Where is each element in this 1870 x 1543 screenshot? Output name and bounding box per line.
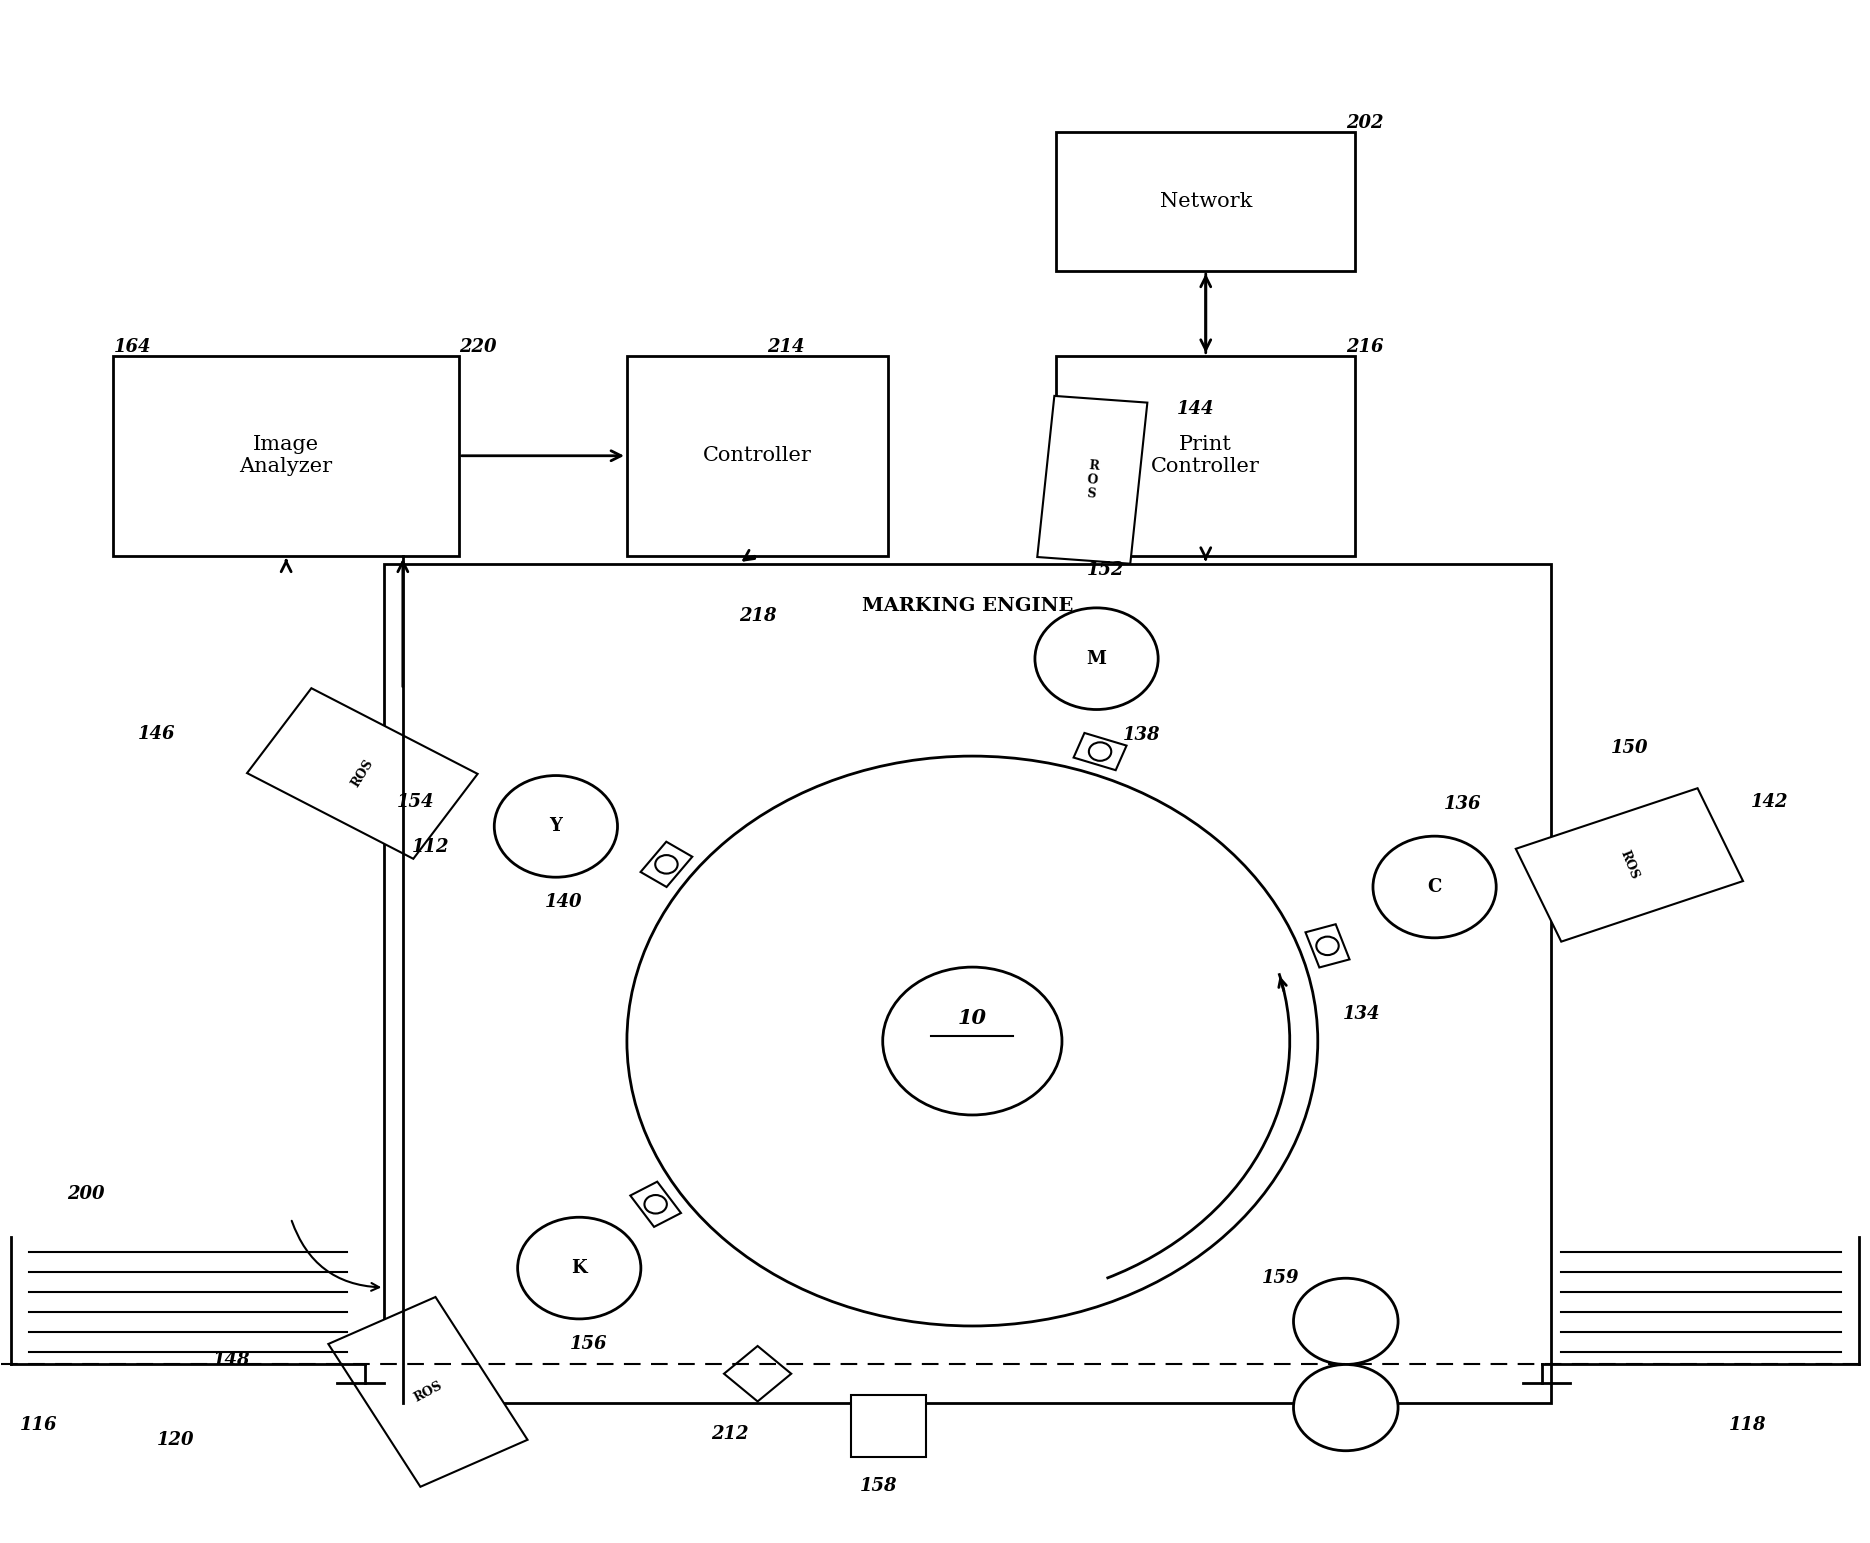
Text: ROS: ROS xyxy=(350,758,376,790)
Text: 154: 154 xyxy=(396,793,434,812)
Text: 159: 159 xyxy=(1262,1270,1300,1287)
Text: R
O
S: R O S xyxy=(1085,458,1100,501)
Text: ROS: ROS xyxy=(411,1379,445,1404)
Text: 212: 212 xyxy=(711,1426,748,1443)
Text: 148: 148 xyxy=(213,1350,251,1369)
Text: 214: 214 xyxy=(767,338,804,355)
Text: 150: 150 xyxy=(1610,739,1647,758)
Text: M: M xyxy=(1086,650,1107,668)
Bar xyxy=(1057,133,1356,272)
Bar xyxy=(1057,355,1356,555)
Polygon shape xyxy=(1517,788,1743,941)
Text: 136: 136 xyxy=(1444,795,1481,813)
Circle shape xyxy=(1294,1278,1399,1364)
Text: 158: 158 xyxy=(860,1477,898,1495)
Circle shape xyxy=(1373,836,1496,938)
Text: 146: 146 xyxy=(138,725,176,742)
Text: 120: 120 xyxy=(157,1432,194,1449)
Text: C: C xyxy=(1427,878,1442,896)
Circle shape xyxy=(494,776,617,878)
Bar xyxy=(626,355,888,555)
Polygon shape xyxy=(1038,397,1148,563)
Text: MARKING ENGINE: MARKING ENGINE xyxy=(862,597,1073,616)
Text: 220: 220 xyxy=(458,338,496,355)
Text: Print
Controller: Print Controller xyxy=(1152,435,1260,477)
Circle shape xyxy=(626,756,1318,1325)
Text: Y: Y xyxy=(550,818,563,835)
Text: 144: 144 xyxy=(1176,400,1214,418)
Polygon shape xyxy=(641,841,692,887)
Text: 140: 140 xyxy=(544,892,583,910)
Text: 138: 138 xyxy=(1122,725,1159,744)
Text: 118: 118 xyxy=(1728,1416,1765,1433)
Polygon shape xyxy=(630,1182,681,1227)
Polygon shape xyxy=(329,1298,527,1487)
Text: K: K xyxy=(572,1259,587,1278)
Text: 152: 152 xyxy=(1086,560,1124,579)
Text: ROS: ROS xyxy=(1618,849,1642,881)
Circle shape xyxy=(1294,1364,1399,1450)
Text: 216: 216 xyxy=(1346,338,1384,355)
Polygon shape xyxy=(1073,733,1126,770)
Polygon shape xyxy=(724,1345,791,1401)
Text: Network: Network xyxy=(1159,193,1251,211)
Text: 116: 116 xyxy=(21,1416,58,1433)
Polygon shape xyxy=(247,688,477,859)
Text: 112: 112 xyxy=(411,838,449,856)
Text: Controller: Controller xyxy=(703,446,812,466)
Text: 142: 142 xyxy=(1750,793,1788,812)
Text: Image
Analyzer: Image Analyzer xyxy=(239,435,333,477)
Bar xyxy=(383,563,1552,1403)
Text: 134: 134 xyxy=(1343,1004,1380,1023)
Circle shape xyxy=(1034,608,1158,710)
Text: 10: 10 xyxy=(957,1008,987,1028)
Circle shape xyxy=(518,1217,641,1319)
Bar xyxy=(114,355,458,555)
Text: 218: 218 xyxy=(739,608,776,625)
Polygon shape xyxy=(1305,924,1350,967)
Text: 156: 156 xyxy=(570,1335,608,1353)
Text: 164: 164 xyxy=(114,338,151,355)
Bar xyxy=(851,1395,926,1457)
Text: 202: 202 xyxy=(1346,114,1384,133)
Circle shape xyxy=(883,967,1062,1116)
Text: 200: 200 xyxy=(67,1185,105,1202)
